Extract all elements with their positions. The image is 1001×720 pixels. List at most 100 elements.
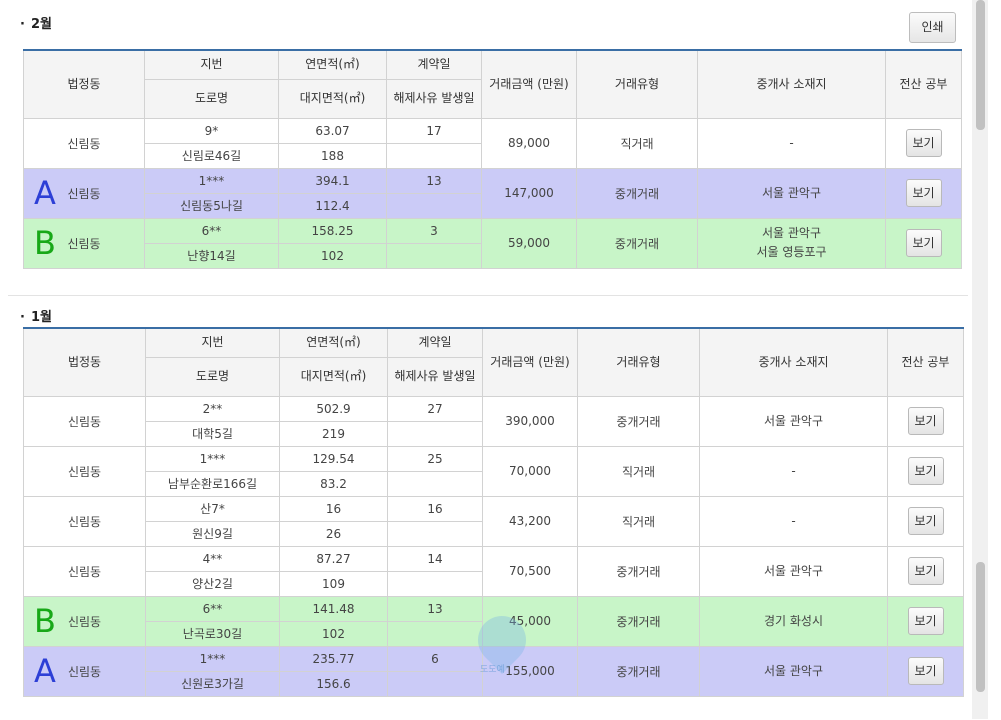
jibun-cell: 2** [145, 395, 280, 422]
header-registry: 전산 공부 [887, 327, 964, 397]
dong-cell: 신림동 [23, 395, 146, 447]
broker-cell: 서울 관악구 [699, 645, 888, 697]
view-button[interactable]: 보기 [907, 557, 944, 585]
registry-cell: 보기 [885, 167, 962, 219]
dong-cell: B 신림동 [23, 217, 145, 269]
jibun-cell: 1*** [145, 645, 280, 672]
broker-cell: 서울 관악구 [699, 395, 888, 447]
header-road: 도로명 [144, 78, 279, 119]
cancel-date-cell [386, 142, 482, 169]
road-cell: 대학5길 [145, 420, 280, 447]
header-contract-day: 계약일 [387, 327, 483, 358]
registry-cell: 보기 [887, 595, 964, 647]
page-scrollbar[interactable] [972, 0, 988, 719]
contract-day-cell: 17 [386, 117, 482, 144]
registry-cell: 보기 [887, 445, 964, 497]
area-cell: 16 [279, 495, 388, 522]
cancel-date-cell [387, 570, 483, 597]
contract-day-cell: 13 [386, 167, 482, 194]
deal-type-cell: 중개거래 [576, 167, 698, 219]
table-row: 신림동 1*** 129.54 25 70,000 직거래 - 보기 [23, 445, 964, 497]
road-cell: 신원로3가길 [145, 670, 280, 697]
table-row: 난곡로30길 102 [24, 620, 964, 647]
area-cell: 235.77 [279, 645, 388, 672]
land-area-cell: 219 [279, 420, 388, 447]
print-button[interactable]: 인쇄 [909, 12, 956, 43]
dong-name: 신림동 [67, 664, 102, 679]
broker-location: 서울 관악구 [763, 563, 823, 578]
jibun-cell: 4** [145, 545, 280, 572]
view-button[interactable]: 보기 [905, 179, 942, 207]
broker-cell: - [699, 445, 888, 497]
price-cell: 155,000 [482, 645, 578, 697]
road-cell: 양산2길 [145, 570, 280, 597]
registry-cell: 보기 [887, 395, 964, 447]
cancel-date-cell [387, 670, 483, 697]
transactions-table: 법정동 지번 연면적(㎡) 계약일 거래금액 (만원) 거래유형 중개사 소재지… [23, 49, 962, 269]
header-deal-type: 거래유형 [576, 49, 698, 119]
broker-location: 서울 관악구 [761, 185, 821, 200]
deal-type-cell: 직거래 [577, 445, 700, 497]
header-dong: 법정동 [23, 327, 146, 397]
registry-cell: 보기 [887, 645, 964, 697]
broker-cell: 서울 관악구 [697, 167, 886, 219]
month-title: · 1월 [20, 310, 52, 325]
header-broker: 중개사 소재지 [699, 327, 888, 397]
header-land-area: 대지면적(㎡) [278, 78, 387, 119]
broker-location: 서울 관악구 [763, 413, 823, 428]
table-row: 신림동5나길 112.4 [24, 192, 962, 219]
view-button[interactable]: 보기 [907, 407, 944, 435]
registry-cell: 보기 [887, 495, 964, 547]
broker-cell: - [697, 117, 886, 169]
view-button[interactable]: 보기 [905, 229, 942, 257]
road-cell: 남부순환로166길 [145, 470, 280, 497]
view-button[interactable]: 보기 [907, 657, 944, 685]
view-button[interactable]: 보기 [907, 507, 944, 535]
deal-type-cell: 직거래 [577, 495, 700, 547]
dong-cell: B 신림동 [23, 595, 146, 647]
dong-name: 신림동 [67, 614, 102, 629]
table-row: A 신림동 1*** 394.1 13 147,000 중개거래 서울 관악구 보기 [23, 167, 962, 219]
road-cell: 난향14길 [144, 242, 279, 269]
registry-cell: 보기 [885, 217, 962, 269]
dong-name: 신림동 [67, 464, 102, 479]
price-cell: 59,000 [481, 217, 577, 269]
land-area-cell: 102 [279, 620, 388, 647]
dong-name: 신림동 [67, 564, 102, 579]
dong-name: 신림동 [67, 414, 102, 429]
price-cell: 70,000 [482, 445, 578, 497]
cancel-date-cell [387, 520, 483, 547]
broker-cell: 서울 관악구 서울 영등포구 [697, 217, 886, 269]
jibun-cell: 1*** [145, 445, 280, 472]
scrollbar-thumb[interactable] [976, 0, 985, 130]
header-jibun: 지번 [144, 49, 279, 80]
header-area: 연면적(㎡) [279, 327, 388, 358]
dong-name: 신림동 [67, 236, 101, 251]
registry-cell: 보기 [887, 545, 964, 597]
cancel-date-cell [387, 420, 483, 447]
area-cell: 63.07 [278, 117, 387, 144]
area-cell: 129.54 [279, 445, 388, 472]
header-cancel-date: 해제사유 발생일 [387, 356, 483, 397]
broker-location: 서울 영등포구 [756, 245, 827, 259]
land-area-cell: 26 [279, 520, 388, 547]
dong-cell: 신림동 [23, 545, 146, 597]
dong-name: 신림동 [67, 186, 101, 201]
header-cancel-date: 해제사유 발생일 [386, 78, 482, 119]
table-row: 양산2길 109 [24, 570, 964, 597]
jibun-cell: 6** [145, 595, 280, 622]
header-price: 거래금액 (만원) [481, 49, 577, 119]
scrollbar-thumb[interactable] [976, 562, 985, 692]
view-button[interactable]: 보기 [907, 457, 944, 485]
february-section: · 2월 인쇄 법정동 지번 연면적(㎡) 계약일 거래금액 (만원) 거래유형 … [8, 0, 968, 283]
view-button[interactable]: 보기 [907, 607, 944, 635]
dong-cell: A 신림동 [23, 645, 146, 697]
area-cell: 158.25 [278, 217, 387, 244]
land-area-cell: 83.2 [279, 470, 388, 497]
broker-cell: 경기 화성시 [699, 595, 888, 647]
broker-location: - [791, 463, 796, 478]
month-title: · 2월 [20, 17, 52, 32]
contract-day-cell: 16 [387, 495, 483, 522]
road-cell: 난곡로30길 [145, 620, 280, 647]
view-button[interactable]: 보기 [905, 129, 942, 157]
